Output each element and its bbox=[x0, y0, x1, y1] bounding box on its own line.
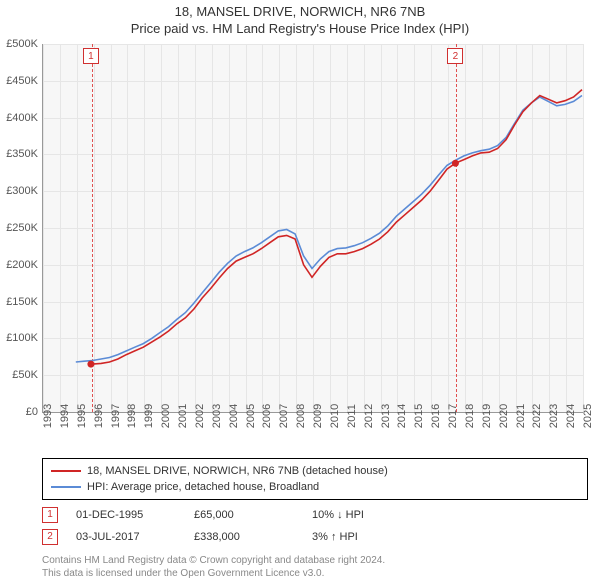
legend-label-series-b: HPI: Average price, detached house, Broa… bbox=[87, 479, 319, 495]
x-axis-label: 2000 bbox=[160, 404, 172, 428]
footer-line-2: This data is licensed under the Open Gov… bbox=[42, 567, 588, 580]
transaction-delta: 10% ↓ HPI bbox=[312, 504, 412, 526]
legend-swatch-series-a bbox=[51, 470, 81, 472]
x-axis-label: 1994 bbox=[59, 404, 71, 428]
x-axis-label: 2019 bbox=[481, 404, 493, 428]
x-axis-label: 1995 bbox=[76, 404, 88, 428]
y-axis-label: £300K bbox=[6, 185, 38, 197]
y-axis-label: £500K bbox=[6, 38, 38, 50]
x-axis-label: 2025 bbox=[582, 404, 594, 428]
x-axis-label: 2005 bbox=[245, 404, 257, 428]
transaction-number-box: 2 bbox=[42, 529, 58, 545]
chart-subtitle: Price paid vs. HM Land Registry's House … bbox=[0, 21, 600, 36]
x-axis-label: 2021 bbox=[515, 404, 527, 428]
y-axis-label: £100K bbox=[6, 332, 38, 344]
x-axis-label: 2011 bbox=[346, 404, 358, 428]
chart-title-address: 18, MANSEL DRIVE, NORWICH, NR6 7NB bbox=[0, 4, 600, 19]
x-axis-label: 2002 bbox=[194, 404, 206, 428]
x-axis-label: 2020 bbox=[498, 404, 510, 428]
x-axis-label: 2001 bbox=[177, 404, 189, 428]
x-axis-label: 1998 bbox=[126, 404, 138, 428]
transaction-delta: 3% ↑ HPI bbox=[312, 526, 412, 548]
transaction-row: 1 01-DEC-1995 £65,000 10% ↓ HPI bbox=[42, 504, 588, 526]
x-axis-label: 2014 bbox=[396, 404, 408, 428]
x-axis-label: 1997 bbox=[110, 404, 122, 428]
x-axis-label: 2007 bbox=[278, 404, 290, 428]
x-axis-label: 2009 bbox=[312, 404, 324, 428]
chart-area: £0£50K£100K£150K£200K£250K£300K£350K£400… bbox=[42, 44, 582, 412]
footer-line-1: Contains HM Land Registry data © Crown c… bbox=[42, 554, 588, 567]
x-axis-label: 1996 bbox=[93, 404, 105, 428]
chart-lines bbox=[42, 44, 582, 412]
x-axis-label: 2008 bbox=[295, 404, 307, 428]
x-axis-label: 2003 bbox=[211, 404, 223, 428]
transaction-row: 2 03-JUL-2017 £338,000 3% ↑ HPI bbox=[42, 526, 588, 548]
y-axis-label: £200K bbox=[6, 259, 38, 271]
transaction-number-box: 1 bbox=[42, 507, 58, 523]
x-axis-label: 1993 bbox=[42, 404, 54, 428]
x-axis-label: 2010 bbox=[329, 404, 341, 428]
y-axis-label: £50K bbox=[12, 369, 38, 381]
x-axis-label: 2022 bbox=[531, 404, 543, 428]
x-axis-label: 1999 bbox=[143, 404, 155, 428]
x-axis-label: 2023 bbox=[548, 404, 560, 428]
footer-attribution: Contains HM Land Registry data © Crown c… bbox=[42, 554, 588, 580]
x-axis-label: 2013 bbox=[380, 404, 392, 428]
x-axis-label: 2015 bbox=[413, 404, 425, 428]
legend-swatch-series-b bbox=[51, 486, 81, 488]
y-axis-label: £150K bbox=[6, 296, 38, 308]
x-axis-label: 2012 bbox=[363, 404, 375, 428]
legend-label-series-a: 18, MANSEL DRIVE, NORWICH, NR6 7NB (deta… bbox=[87, 463, 388, 479]
transaction-price: £338,000 bbox=[194, 526, 294, 548]
x-axis-label: 2024 bbox=[565, 404, 577, 428]
y-axis-label: £450K bbox=[6, 75, 38, 87]
y-axis-label: £250K bbox=[6, 222, 38, 234]
y-axis-label: £400K bbox=[6, 112, 38, 124]
y-axis-label: £350K bbox=[6, 148, 38, 160]
transaction-date: 01-DEC-1995 bbox=[76, 504, 176, 526]
transaction-marker: 1 bbox=[83, 48, 99, 64]
x-axis-label: 2016 bbox=[430, 404, 442, 428]
legend: 18, MANSEL DRIVE, NORWICH, NR6 7NB (deta… bbox=[42, 458, 588, 500]
transaction-list: 1 01-DEC-1995 £65,000 10% ↓ HPI 2 03-JUL-2017… bbox=[42, 504, 588, 548]
x-axis-label: 2006 bbox=[261, 404, 273, 428]
y-axis-label: £0 bbox=[26, 406, 38, 418]
transaction-date: 03-JUL-2017 bbox=[76, 526, 176, 548]
x-axis-label: 2004 bbox=[228, 404, 240, 428]
x-axis-label: 2018 bbox=[464, 404, 476, 428]
transaction-marker: 2 bbox=[447, 48, 463, 64]
x-axis-label: 2017 bbox=[447, 404, 459, 428]
transaction-price: £65,000 bbox=[194, 504, 294, 526]
